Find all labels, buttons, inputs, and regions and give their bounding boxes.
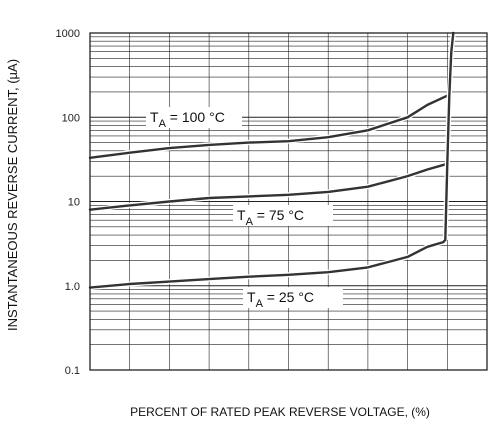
plot-frame xyxy=(89,32,488,371)
curve-casing xyxy=(89,93,449,161)
y-axis-label: INSTANTANEOUS REVERSE CURRENT, (µA) xyxy=(5,59,20,331)
y-tick-label: 100 xyxy=(62,112,80,124)
grid xyxy=(90,33,487,371)
curve-labels: TA = 100 °C TA = 75 °C TA = 25 °C xyxy=(146,107,343,310)
curve-label-bg xyxy=(233,205,333,226)
curve-label-bg xyxy=(243,287,343,308)
series-line xyxy=(88,162,449,211)
curve-casing xyxy=(89,161,448,213)
curve-label-bg xyxy=(146,107,242,128)
y-tick-labels: 1000 100 10 1.0 0.1 xyxy=(56,28,80,377)
y-tick-label: 1000 xyxy=(56,28,80,40)
series-line xyxy=(444,31,455,242)
curve-label: TA = 75 °C xyxy=(237,207,304,228)
y-tick-label: 10 xyxy=(68,197,80,209)
curve-label: TA = 25 °C xyxy=(247,289,314,310)
curve-casing xyxy=(89,238,448,291)
series-line xyxy=(88,94,449,159)
y-tick-label: 1.0 xyxy=(65,281,80,293)
x-axis-label: PERCENT OF RATED PEAK REVERSE VOLTAGE, (… xyxy=(130,405,430,419)
series-line xyxy=(88,238,447,289)
curve-label: TA = 100 °C xyxy=(150,109,225,130)
curves xyxy=(88,31,456,291)
y-tick-label: 0.1 xyxy=(65,365,80,377)
